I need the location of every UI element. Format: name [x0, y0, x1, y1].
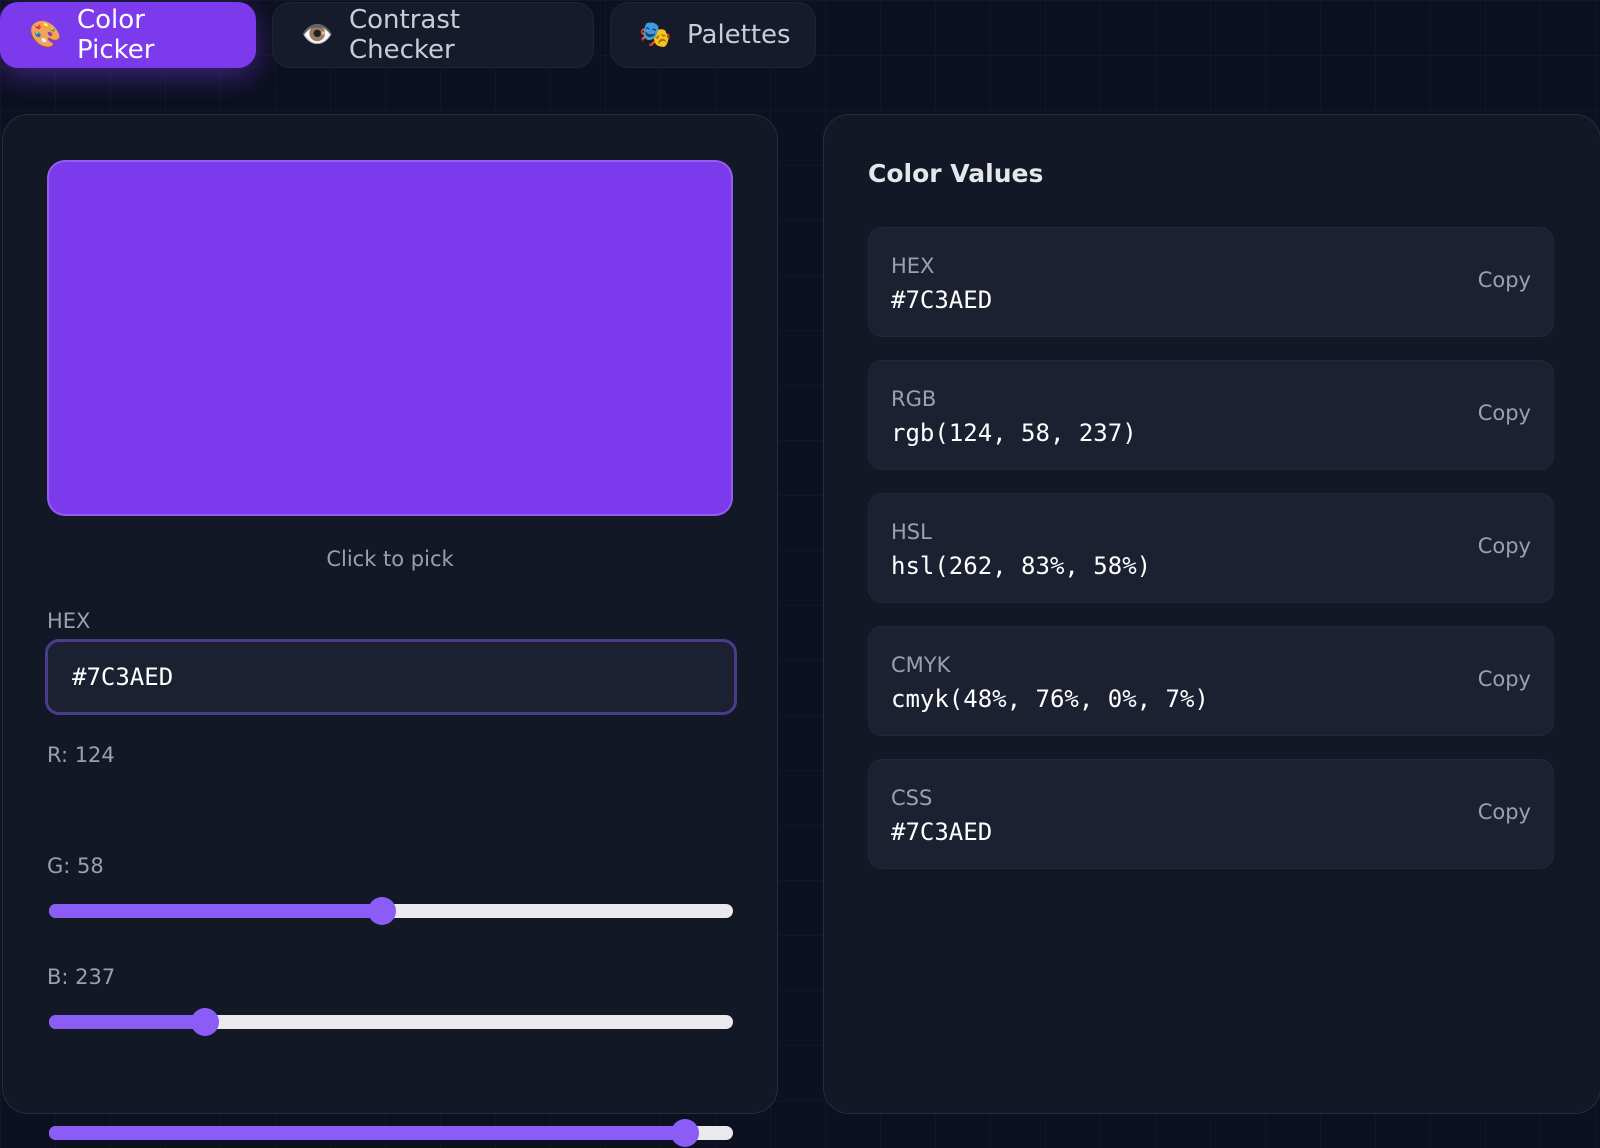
- blue-slider[interactable]: [49, 1118, 733, 1148]
- rgb-value-row: RGB rgb(124, 58, 237) Copy: [868, 360, 1554, 470]
- hex-input[interactable]: [45, 639, 737, 715]
- copy-hsl-button[interactable]: Copy: [1477, 534, 1531, 558]
- blue-slider-label: B: 237: [47, 965, 116, 989]
- css-value-row: CSS #7C3AED Copy: [868, 759, 1554, 869]
- slider-thumb[interactable]: [670, 1119, 699, 1147]
- copy-hex-button[interactable]: Copy: [1477, 268, 1531, 292]
- tab-contrast-checker[interactable]: 👁️ Contrast Checker: [272, 2, 594, 68]
- color-picker-panel: Click to pick HEX R: 124 G: 58 B: 237: [2, 114, 778, 1147]
- tab-label: Palettes: [687, 20, 791, 50]
- value-text: hsl(262, 83%, 58%): [891, 552, 1152, 580]
- value-label: CMYK: [891, 653, 951, 677]
- value-label: RGB: [891, 387, 937, 411]
- slider-fill: [49, 1015, 205, 1029]
- tab-bar: 🎨 Color Picker 👁️ Contrast Checker 🎭 Pal…: [0, 2, 816, 70]
- red-slider[interactable]: [49, 896, 733, 926]
- cmyk-value-row: CMYK cmyk(48%, 76%, 0%, 7%) Copy: [868, 626, 1554, 736]
- tab-label: Contrast Checker: [349, 5, 461, 65]
- value-label: HSL: [891, 520, 932, 544]
- hex-value-row: HEX #7C3AED Copy: [868, 227, 1554, 337]
- value-label: HEX: [891, 254, 935, 278]
- hex-field-label: HEX: [47, 609, 91, 633]
- slider-thumb[interactable]: [367, 897, 396, 925]
- masks-icon: 🎭: [639, 20, 672, 50]
- tab-label: Color Picker: [77, 5, 155, 65]
- value-text: rgb(124, 58, 237): [891, 419, 1137, 447]
- slider-fill: [49, 904, 382, 918]
- red-slider-label: R: 124: [47, 743, 115, 767]
- color-swatch[interactable]: [47, 160, 733, 516]
- color-value-list: HEX #7C3AED Copy RGB rgb(124, 58, 237) C…: [868, 227, 1554, 892]
- copy-rgb-button[interactable]: Copy: [1477, 401, 1531, 425]
- color-values-title: Color Values: [868, 159, 1044, 188]
- slider-thumb[interactable]: [190, 1008, 219, 1036]
- copy-cmyk-button[interactable]: Copy: [1477, 667, 1531, 691]
- value-label: CSS: [891, 786, 933, 810]
- value-text: #7C3AED: [891, 818, 993, 846]
- click-to-pick-hint: Click to pick: [326, 547, 454, 571]
- value-text: #7C3AED: [891, 286, 993, 314]
- green-slider[interactable]: [49, 1007, 733, 1037]
- palette-icon: 🎨: [29, 20, 62, 50]
- green-slider-label: G: 58: [47, 854, 104, 878]
- slider-track: [49, 1015, 733, 1029]
- copy-css-button[interactable]: Copy: [1477, 800, 1531, 824]
- tab-color-picker[interactable]: 🎨 Color Picker: [0, 2, 256, 68]
- hsl-value-row: HSL hsl(262, 83%, 58%) Copy: [868, 493, 1554, 603]
- color-values-panel: Color Values HEX #7C3AED Copy RGB rgb(12…: [823, 114, 1600, 1114]
- eye-icon: 👁️: [301, 20, 334, 50]
- tab-palettes[interactable]: 🎭 Palettes: [610, 2, 816, 68]
- slider-fill: [49, 1126, 685, 1140]
- value-text: cmyk(48%, 76%, 0%, 7%): [891, 685, 1209, 713]
